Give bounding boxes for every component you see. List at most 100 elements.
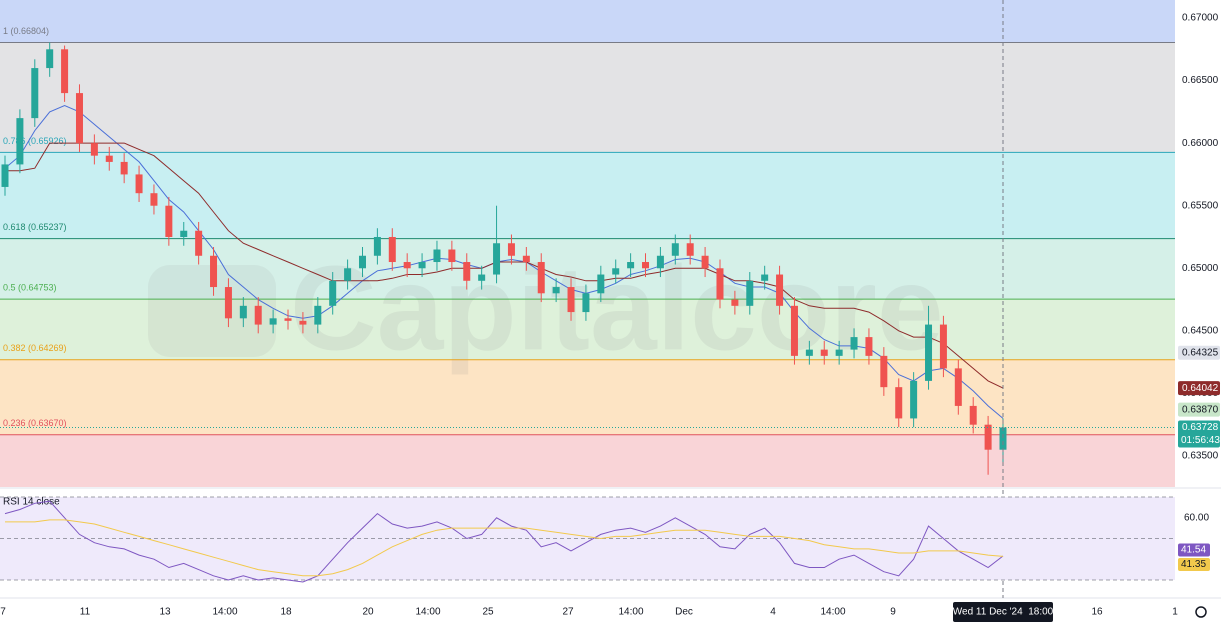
candle-body — [537, 262, 545, 294]
candle-body — [805, 349, 813, 356]
price-marker-label: 0.64325 — [1182, 347, 1219, 358]
candle-body — [939, 324, 947, 369]
candle-body — [329, 280, 337, 306]
candle-body — [582, 293, 590, 313]
candle-body — [195, 230, 203, 256]
x-tick-label: 25 — [482, 607, 494, 618]
last-price-label: 0.63728 — [1182, 422, 1219, 433]
rsi-line — [4, 500, 1004, 583]
rsi-marker-label: 41.35 — [1181, 559, 1206, 570]
candle-body — [701, 255, 709, 269]
indicator-line — [5, 142, 1004, 389]
candle-body — [731, 299, 739, 306]
candle-body — [16, 118, 24, 165]
rsi-marker — [1178, 557, 1210, 571]
candle-body — [716, 268, 724, 300]
fib-label: 0.382 (0.64269) — [3, 343, 67, 353]
candle-body — [75, 93, 83, 144]
x-tick-label: 11 — [80, 607, 91, 618]
price-marker-label: 0.63870 — [1182, 404, 1219, 415]
fib-label: 0.5 (0.64753) — [3, 283, 57, 293]
candle-body — [686, 243, 694, 256]
x-tick-label: 27 — [562, 607, 574, 618]
y-tick-label: 0.65500 — [1182, 200, 1219, 211]
candle-body — [284, 318, 292, 321]
candle-body — [478, 274, 486, 281]
indicator-line — [4, 105, 1004, 419]
candle-body — [403, 262, 411, 269]
candle-body — [820, 349, 828, 356]
candle-body — [418, 262, 426, 269]
candle-body — [239, 305, 247, 319]
x-tick-label: 14:00 — [820, 607, 845, 618]
rsi-title: RSI 14 close — [3, 497, 60, 508]
candle-body — [46, 49, 54, 69]
rsi-marker-label: 41.54 — [1181, 545, 1206, 556]
x-tick-label: 20 — [362, 607, 374, 618]
y-tick-label: 0.64500 — [1182, 325, 1219, 336]
y-tick-label: 0.63500 — [1182, 451, 1219, 462]
candle-body — [448, 249, 456, 263]
y-tick-label: 0.66500 — [1182, 75, 1219, 86]
candle-body — [567, 287, 575, 313]
candle-body — [433, 249, 441, 263]
x-tick-label: Dec — [675, 607, 693, 618]
candle-body — [850, 337, 858, 350]
candle-body — [642, 262, 650, 269]
candle-body — [612, 268, 620, 275]
candle-body — [671, 243, 679, 256]
candle-body — [776, 274, 784, 306]
candle-body — [463, 262, 471, 281]
candle-body — [210, 255, 218, 288]
candle-body — [269, 318, 277, 325]
price-marker — [1178, 381, 1220, 396]
candle-body — [493, 243, 501, 275]
candle-body — [135, 174, 143, 194]
candle-body — [344, 268, 352, 281]
fib-band — [0, 152, 1175, 239]
x-tick-label: 18 — [280, 607, 292, 618]
x-tick-label: 13 — [159, 607, 171, 618]
candle-body — [224, 287, 232, 319]
x-tick-label: 14:00 — [415, 607, 440, 618]
fib-band — [0, 0, 1175, 43]
candle-body — [925, 324, 933, 381]
candle-body — [507, 243, 515, 256]
candle-body — [522, 255, 530, 263]
candle-body — [761, 274, 769, 281]
y-tick-label: 0.67000 — [1182, 13, 1219, 24]
candle-body — [1, 164, 9, 187]
rsi-marker — [1178, 543, 1210, 557]
fib-band — [0, 434, 1175, 487]
candle-body — [999, 427, 1007, 450]
fib-label: 0.236 (0.63670) — [3, 418, 67, 428]
countdown: 01:56:43 — [1181, 435, 1220, 446]
candle-body — [165, 205, 173, 237]
candle-body — [31, 68, 39, 119]
candle-body — [180, 230, 188, 237]
x-tick-label: 7 — [0, 607, 6, 618]
fib-label: 0.618 (0.65237) — [3, 222, 67, 232]
fib-band — [0, 42, 1175, 153]
y-tick-label: 0.66000 — [1182, 138, 1219, 149]
x-tick-label: 16 — [1091, 607, 1103, 618]
candle-body — [865, 337, 873, 356]
candle-body — [954, 368, 962, 406]
candle-body — [105, 155, 113, 162]
fib-label: 0.786 (0.65926) — [3, 136, 67, 146]
price-marker-label: 0.64042 — [1182, 383, 1219, 394]
settings-icon[interactable] — [1195, 606, 1207, 618]
candle-body — [895, 387, 903, 419]
crosshair-label-bg — [953, 602, 1053, 622]
candle-body — [746, 280, 754, 306]
last-price-marker — [1178, 420, 1220, 448]
rsi-band — [0, 497, 1175, 580]
candle-body — [254, 305, 262, 325]
candle-body — [880, 355, 888, 388]
candle-body — [552, 287, 560, 294]
x-tick-label: 1 — [1172, 607, 1178, 618]
candle-body — [373, 236, 381, 256]
x-tick-label: 4 — [770, 607, 776, 618]
candle-body — [910, 380, 918, 419]
